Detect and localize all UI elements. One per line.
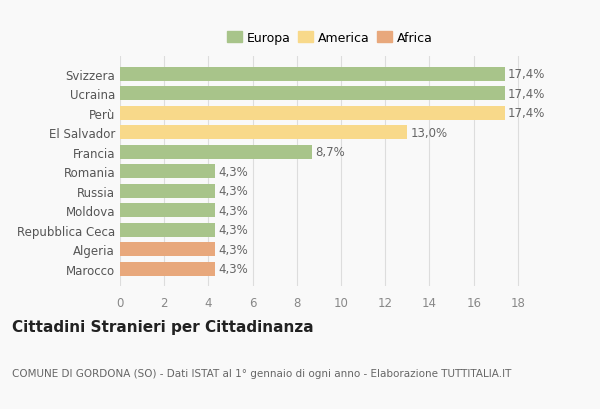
Text: 4,3%: 4,3% [218, 224, 248, 236]
Text: 13,0%: 13,0% [410, 126, 448, 139]
Text: COMUNE DI GORDONA (SO) - Dati ISTAT al 1° gennaio di ogni anno - Elaborazione TU: COMUNE DI GORDONA (SO) - Dati ISTAT al 1… [12, 368, 511, 378]
Text: 4,3%: 4,3% [218, 204, 248, 217]
Text: 4,3%: 4,3% [218, 263, 248, 275]
Bar [120, 145, 313, 160]
Text: 4,3%: 4,3% [218, 243, 248, 256]
Text: Cittadini Stranieri per Cittadinanza: Cittadini Stranieri per Cittadinanza [12, 319, 314, 334]
Bar [120, 184, 215, 198]
Text: 4,3%: 4,3% [218, 185, 248, 198]
Bar [120, 106, 505, 121]
Text: 4,3%: 4,3% [218, 165, 248, 178]
Bar [120, 204, 215, 218]
Bar [120, 67, 505, 82]
Bar [120, 262, 215, 276]
Legend: Europa, America, Africa: Europa, America, Africa [222, 27, 438, 50]
Text: 8,7%: 8,7% [316, 146, 346, 159]
Bar [120, 165, 215, 179]
Bar [120, 126, 407, 140]
Bar [120, 87, 505, 101]
Text: 17,4%: 17,4% [508, 68, 545, 81]
Bar [120, 243, 215, 256]
Bar [120, 223, 215, 237]
Text: 17,4%: 17,4% [508, 88, 545, 101]
Text: 17,4%: 17,4% [508, 107, 545, 120]
